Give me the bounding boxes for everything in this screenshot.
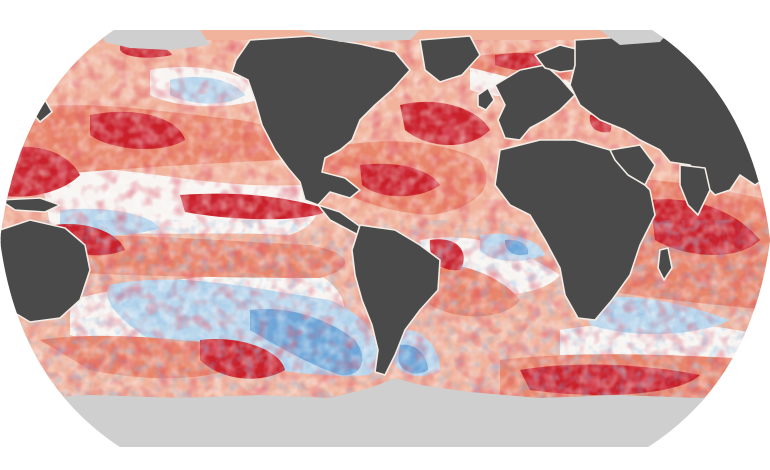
- arctic-ice-right: [600, 30, 670, 45]
- greenland: [419, 35, 481, 83]
- madagascar: [657, 247, 673, 281]
- antarctica: [0, 378, 770, 447]
- arctic-ice-center: [300, 30, 420, 42]
- british-isles: [477, 87, 495, 111]
- polar-ice: [0, 30, 770, 447]
- arctic-ice-left: [100, 30, 210, 50]
- south-america: [351, 224, 441, 376]
- arabia: [609, 144, 656, 186]
- india: [679, 164, 711, 216]
- landmasses: [0, 35, 770, 376]
- indonesia: [0, 197, 61, 213]
- north-america: [231, 35, 411, 206]
